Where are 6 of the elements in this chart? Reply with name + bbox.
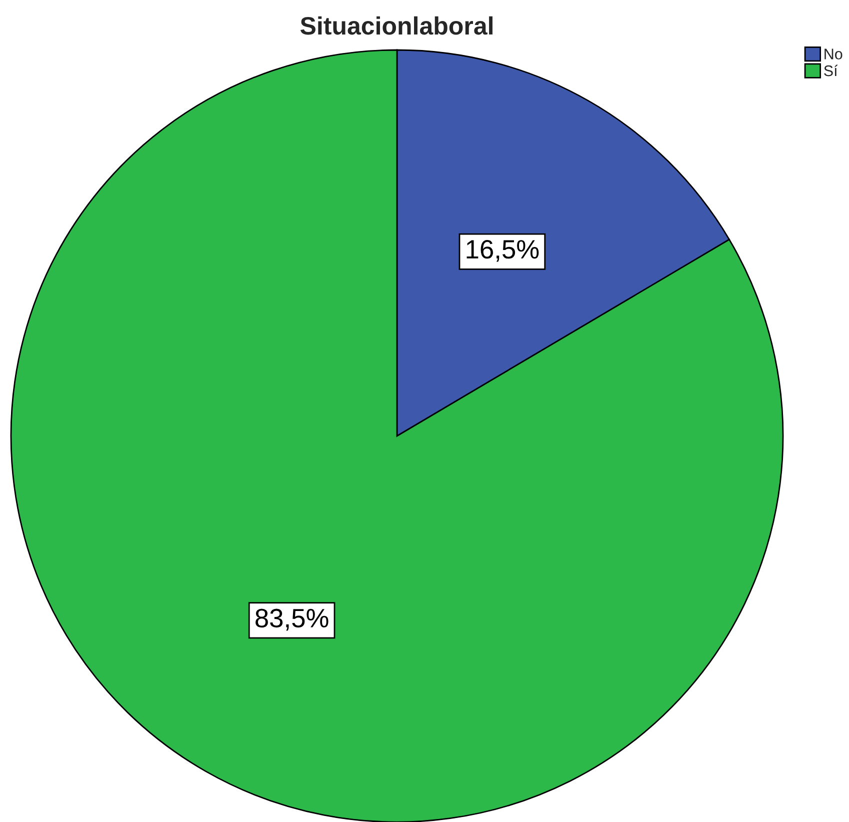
- data-label: 83,5%: [256, 608, 328, 631]
- pie-slice: [10, 49, 784, 822]
- legend-label: Sí: [824, 64, 838, 76]
- data-label: 16,5%: [466, 240, 539, 262]
- chart-title: Situacionlaboral: [300, 16, 492, 35]
- legend-label: No: [824, 48, 842, 60]
